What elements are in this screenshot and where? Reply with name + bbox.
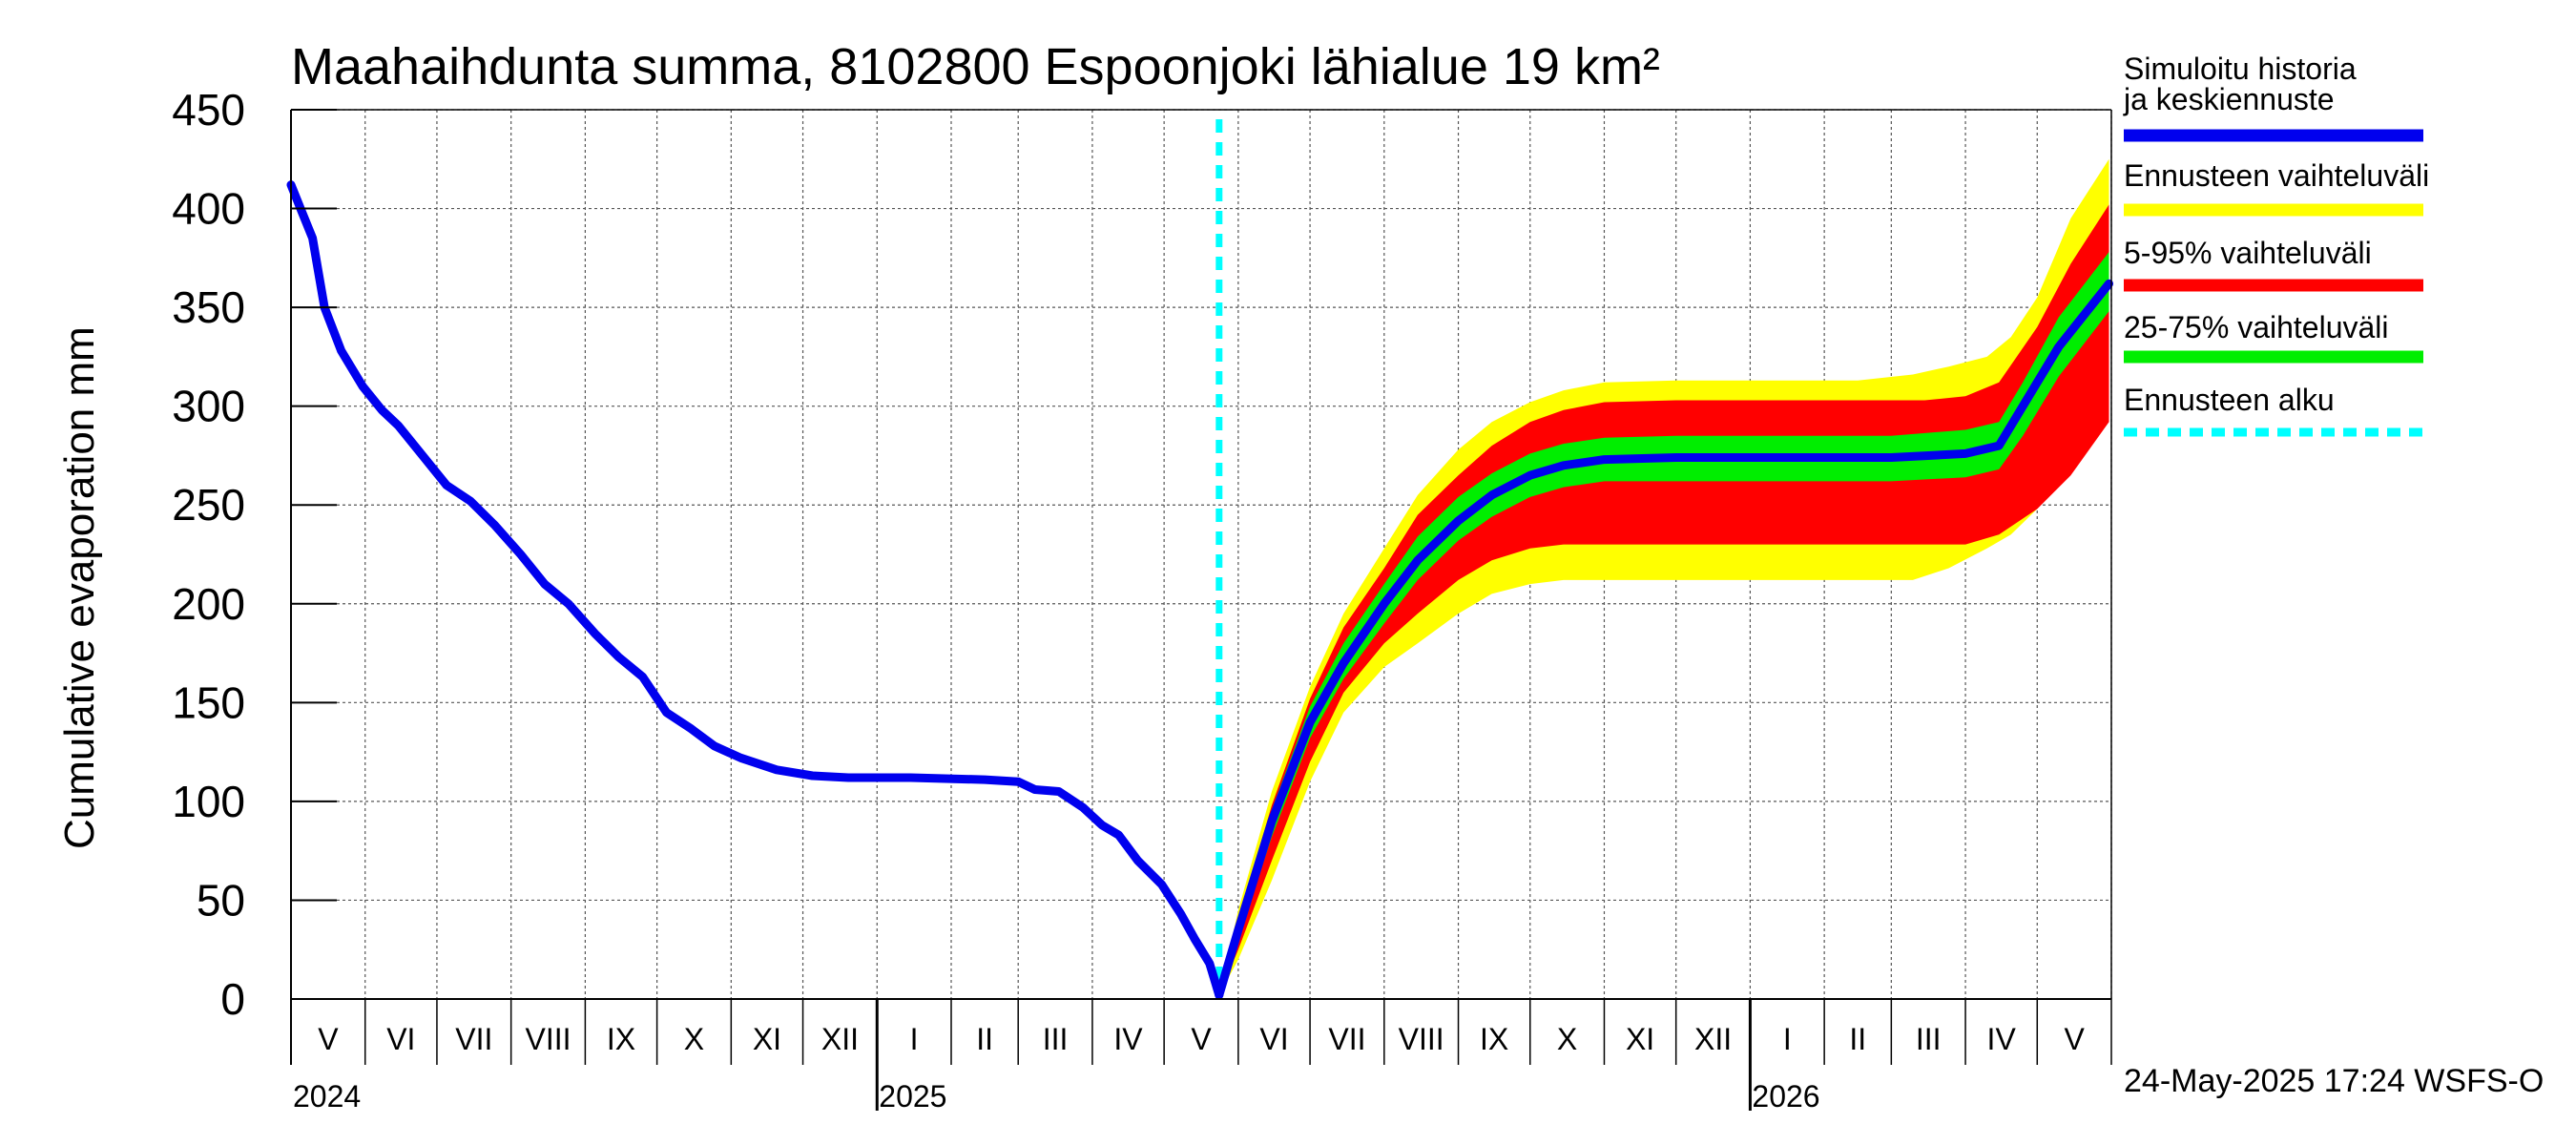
timestamp: 24-May-2025 17:24 WSFS-O (2124, 1063, 2544, 1099)
y-tick-label: 50 (197, 875, 245, 925)
month-label: IV (1113, 1022, 1143, 1056)
month-label: IX (607, 1022, 635, 1056)
legend-label: Ennusteen vaihteluväli (2124, 158, 2429, 193)
year-label: 2024 (293, 1079, 361, 1114)
month-label: VII (455, 1022, 492, 1056)
y-tick-label: 400 (172, 184, 245, 234)
history-series-line (286, 180, 1224, 1000)
forecast-bands (1218, 158, 2109, 995)
month-label: V (1191, 1022, 1212, 1056)
legend: Simuloitu historia ja keskiennuste Ennuste… (2123, 52, 2429, 437)
month-label: V (2064, 1022, 2085, 1056)
month-label: VIII (526, 1022, 571, 1056)
month-label: IX (1480, 1022, 1508, 1056)
y-axis-label: Cumulative evaporation mm (56, 326, 103, 849)
axes (290, 109, 2112, 1065)
month-label: VIII (1399, 1022, 1444, 1056)
month-label: X (684, 1022, 704, 1056)
chart-title: Maahaihdunta summa, 8102800 Espoonjoki l… (291, 38, 1660, 95)
legend-label: 25-75% vaihteluväli (2124, 310, 2389, 344)
band-25-75-vaihteluv-li (1218, 252, 2109, 995)
month-label: I (910, 1022, 919, 1056)
month-label: IV (1987, 1022, 2017, 1056)
legend-label: 5-95% vaihteluväli (2124, 236, 2372, 270)
median-forecast-line (1215, 279, 2113, 1000)
y-tick-label: 250 (172, 480, 245, 530)
y-tick-label: 0 (220, 974, 245, 1024)
month-label: V (318, 1022, 339, 1056)
legend-label: Simuloitu historia ja keskiennuste (2123, 52, 2357, 116)
series-lines (286, 119, 2113, 1000)
year-label: 2026 (1752, 1079, 1819, 1114)
y-tick-label: 300 (172, 382, 245, 431)
month-label: XI (753, 1022, 781, 1056)
month-label: VII (1328, 1022, 1365, 1056)
month-label: XII (1694, 1022, 1732, 1056)
month-label: XII (821, 1022, 859, 1056)
band-ennusteen-vaihteluv-li (1218, 158, 2109, 995)
month-label: II (976, 1022, 993, 1056)
y-tick-label: 450 (172, 85, 245, 135)
month-label: XI (1626, 1022, 1654, 1056)
y-tick-labels: 0 50 100 150 200 250 300 350 400 450 (172, 85, 337, 1024)
month-label: III (1916, 1022, 1942, 1056)
month-label: II (1849, 1022, 1866, 1056)
month-label: I (1783, 1022, 1792, 1056)
legend-label: Ennusteen alku (2124, 383, 2335, 417)
month-label: VI (1259, 1022, 1288, 1056)
x-tick-labels: V VI VII VIII IX X XI XII I II III IV V VI VII VIII IX X X… (290, 999, 2112, 1114)
month-label: VI (386, 1022, 415, 1056)
y-tick-label: 200 (172, 579, 245, 629)
y-tick-label: 350 (172, 282, 245, 332)
month-label: III (1043, 1022, 1069, 1056)
year-label: 2025 (879, 1079, 946, 1114)
y-tick-label: 150 (172, 677, 245, 727)
y-tick-label: 100 (172, 777, 245, 826)
month-label: X (1557, 1022, 1577, 1056)
band-5-95-vaihteluv-li (1218, 204, 2109, 995)
